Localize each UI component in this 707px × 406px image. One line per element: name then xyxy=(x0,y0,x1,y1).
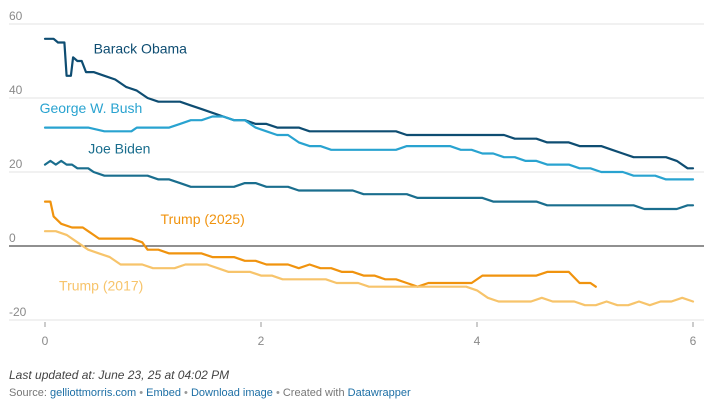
series-labels: Barack Obama George W. Bush Joe Biden Trump… xyxy=(40,41,245,294)
grid-lines xyxy=(9,23,704,321)
x-tick-label: 2 xyxy=(258,334,265,348)
series-label: Trump (2025) xyxy=(161,211,245,227)
separator: • xyxy=(136,387,147,399)
series-line-joe-biden xyxy=(43,159,695,211)
source-line: Source: gelliottmorris.com • Embed • Dow… xyxy=(9,387,411,399)
embed-link[interactable]: Embed xyxy=(146,387,181,399)
x-tick-label: 6 xyxy=(690,334,697,348)
x-tick-label: 0 xyxy=(42,334,49,348)
x-tick-label: 4 xyxy=(474,334,481,348)
series-line-trump-2025 xyxy=(43,200,597,288)
series-label: Joe Biden xyxy=(88,141,150,157)
x-axis-ticks: 0 2 4 6 xyxy=(42,322,697,348)
series-label: George W. Bush xyxy=(40,100,143,116)
y-tick-label: 40 xyxy=(9,83,23,97)
series-lines xyxy=(43,37,695,307)
download-image-link[interactable]: Download image xyxy=(190,387,273,399)
y-tick-label: -20 xyxy=(9,305,27,319)
separator: • xyxy=(272,387,283,399)
y-tick-label: 0 xyxy=(9,231,16,245)
datawrapper-link[interactable]: Datawrapper xyxy=(347,387,411,399)
series-label: Trump (2017) xyxy=(59,277,143,293)
series-line-barack-obama xyxy=(43,37,695,170)
approval-chart: 60 40 20 0 -20 0 2 4 6 Barack Obama George W. Bu… xyxy=(9,9,704,348)
created-prefix: Created with xyxy=(282,387,348,399)
series-label: Barack Obama xyxy=(94,41,188,57)
y-axis-ticks: 60 40 20 0 -20 xyxy=(9,9,27,319)
y-tick-label: 20 xyxy=(9,157,23,171)
last-updated: Last updated at: June 23, 25 at 04:02 PM xyxy=(9,368,230,382)
y-tick-label: 60 xyxy=(9,9,23,23)
series-line-trump-2017 xyxy=(43,230,695,307)
separator: • xyxy=(180,387,191,399)
source-prefix: Source: xyxy=(9,387,50,399)
series-line-george-w-bush xyxy=(43,115,695,181)
source-link[interactable]: gelliottmorris.com xyxy=(49,387,137,399)
